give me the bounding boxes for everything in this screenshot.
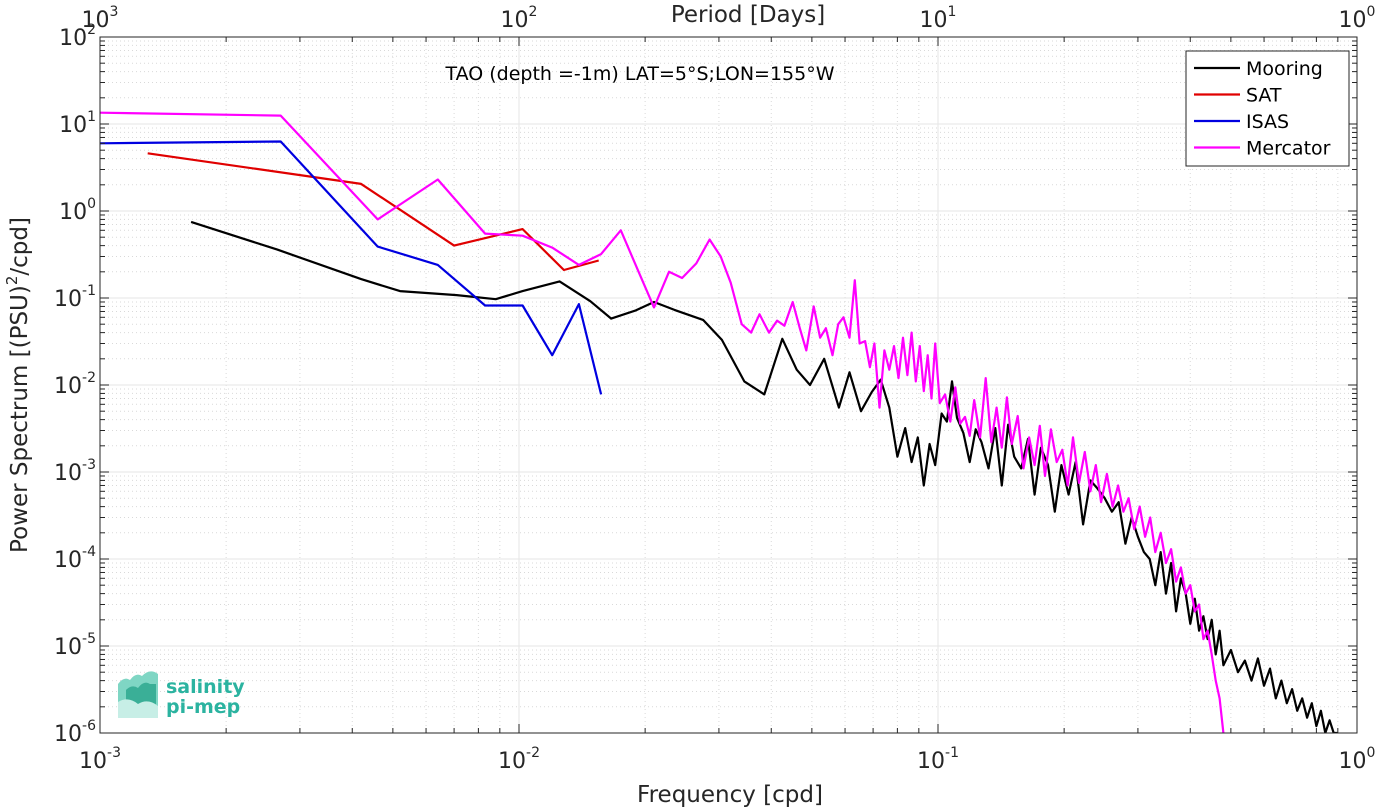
chart-title: TAO (depth =-1m) LAT=5°S;LON=155°W: [444, 63, 834, 85]
y-tick-label: 102: [59, 22, 96, 51]
x-tick-label: 10-1: [917, 745, 959, 774]
legend-label-mooring: Mooring: [1246, 58, 1323, 80]
logo-text-line1: salinity: [166, 676, 245, 698]
x-tick-label: 100: [1339, 745, 1376, 774]
y-axis-title-main: Power Spectrum [(PSU): [7, 285, 33, 553]
legend-label-isas: ISAS: [1246, 111, 1289, 133]
legend-label-sat: SAT: [1246, 85, 1282, 107]
logo-wave-icon-light: [118, 699, 158, 718]
top-x-axis-title: Period [Days]: [671, 2, 825, 28]
legend-label-mercator: Mercator: [1246, 138, 1331, 160]
logo-text-line2: pi-mep: [166, 696, 240, 718]
top-x-tick-label: 103: [82, 4, 119, 33]
series-line-mercator: [100, 111, 1225, 733]
y-tick-label: 10-6: [54, 718, 96, 747]
y-axis-title-sup: 2: [3, 276, 21, 286]
series-line-isas: [100, 140, 603, 395]
top-x-tick-label: 100: [1339, 4, 1376, 33]
y-tick-label: 10-5: [54, 631, 96, 660]
y-tick-label: 10-4: [54, 544, 96, 573]
top-x-tick-label: 102: [501, 4, 538, 33]
x-tick-label: 10-2: [498, 745, 540, 774]
salinity-pi-mep-logo: salinity pi-mep: [118, 671, 245, 718]
x-axis-title: Frequency [cpd]: [637, 782, 823, 808]
y-tick-label: 10-2: [54, 370, 96, 399]
top-x-tick-label: 101: [920, 4, 957, 33]
y-tick-label: 10-3: [54, 457, 96, 486]
axis-ticks: [99, 36, 1358, 734]
y-axis-title-tail: /cpd]: [7, 217, 33, 276]
y-axis-title: Power Spectrum [(PSU)2/cpd]: [3, 217, 33, 553]
x-tick-label: 10-3: [79, 745, 121, 774]
series-line-mooring: [190, 220, 1338, 733]
series-lines: [100, 111, 1338, 733]
legend-items: Mooring SAT ISAS Mercator: [1194, 58, 1331, 160]
series-line-sat: [147, 152, 599, 272]
y-tick-label: 101: [59, 109, 96, 138]
y-tick-label: 100: [59, 196, 96, 225]
legend: Mooring SAT ISAS Mercator: [1185, 50, 1350, 167]
y-tick-label: 10-1: [54, 283, 96, 312]
